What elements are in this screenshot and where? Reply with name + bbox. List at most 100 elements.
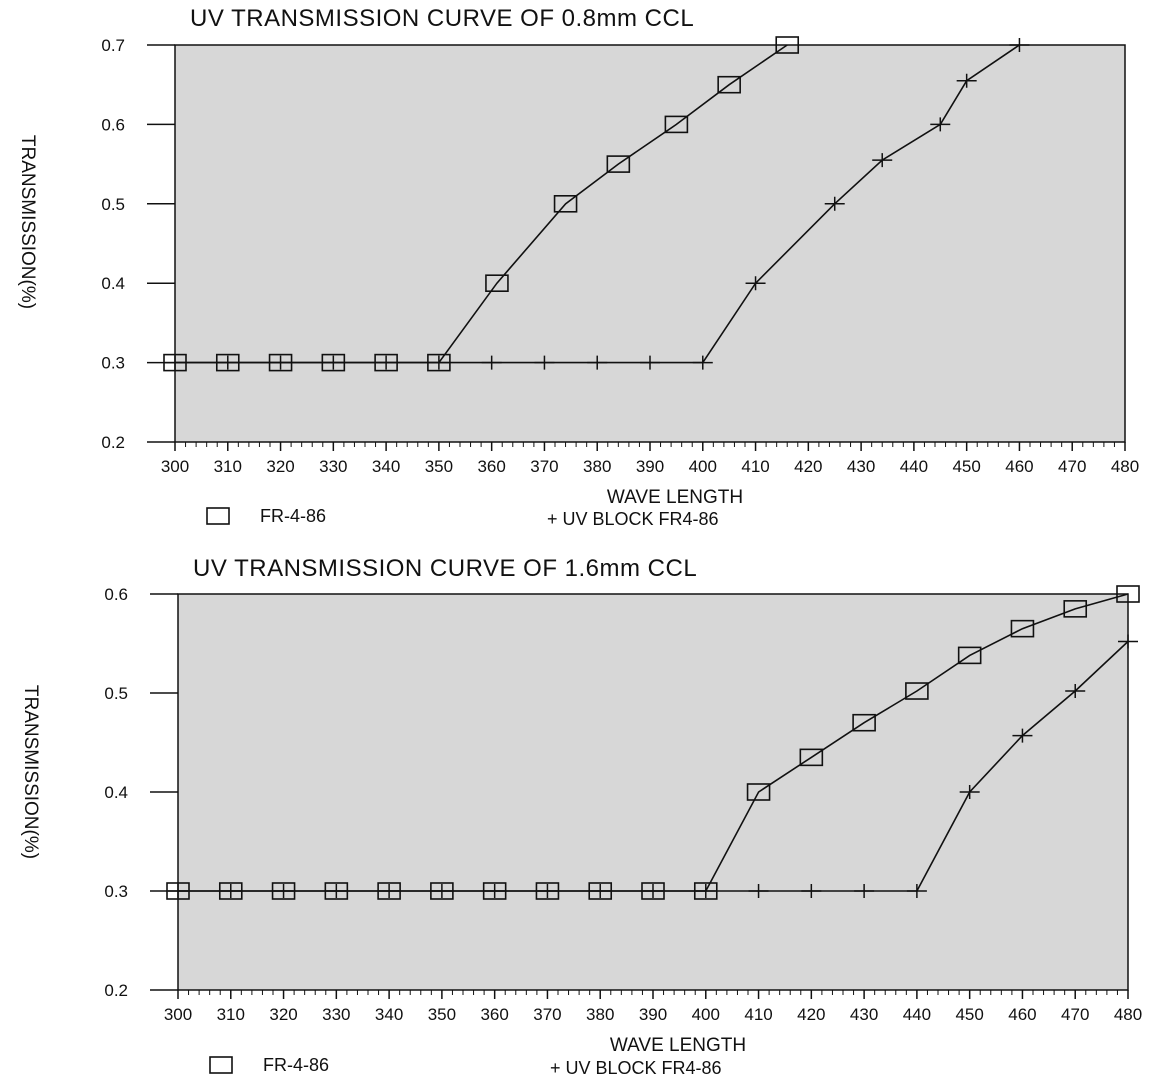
x-tick-label: 330 [319, 457, 347, 476]
x-tick-label: 300 [164, 1005, 192, 1024]
y-axis-label: TRANSMISSION(%) [17, 135, 38, 309]
x-tick-label: 460 [1008, 1005, 1036, 1024]
x-tick-label: 380 [583, 457, 611, 476]
series-uv-block-fr4-86 [165, 38, 1030, 370]
data-point-plus [956, 73, 977, 88]
data-point-square [957, 646, 982, 665]
x-tick-label: 350 [425, 457, 453, 476]
plot-area [174, 44, 1126, 443]
y-tick-label: 0.4 [101, 274, 125, 293]
x-tick-label: 370 [530, 457, 558, 476]
y-tick-label: 0.7 [101, 36, 125, 55]
data-point-plus [1065, 684, 1086, 699]
x-tick-label: 420 [794, 457, 822, 476]
x-tick-label: 390 [636, 457, 664, 476]
data-point-plus [484, 884, 505, 898]
data-point-plus [748, 884, 769, 898]
data-point-plus [428, 355, 449, 370]
x-tick-label: 350 [428, 1005, 456, 1024]
y-tick-label: 0.5 [101, 195, 125, 214]
data-point-square [746, 783, 771, 801]
y-tick-label: 0.2 [101, 433, 125, 452]
x-tick-label: 440 [900, 457, 928, 476]
data-point-plus [376, 355, 397, 370]
x-axis-label: WAVE LENGTH [607, 487, 743, 508]
data-point-plus [217, 355, 238, 370]
chart-2: UV TRANSMISSION CURVE OF 1.6mm CCL 0.2 0.3… [20, 555, 1142, 1078]
data-point-plus [959, 785, 980, 799]
x-tick-label: 320 [266, 457, 294, 476]
legend-label-fr-4-86: FR-4-86 [263, 1055, 329, 1075]
data-point-plus [695, 884, 716, 898]
x-tick-label: 300 [161, 457, 189, 476]
data-point-plus [640, 355, 660, 370]
chart-1: UV TRANSMISSION CURVE OF 0.8mm CCL 0.2 0.3… [17, 5, 1139, 529]
y-tick-label: 0.3 [104, 882, 128, 901]
chart-title: UV TRANSMISSION CURVE OF 1.6mm CCL [193, 555, 697, 582]
data-point-plus [587, 355, 608, 370]
y-tick-label: 0.2 [104, 981, 128, 1000]
legend-label-uv-block: + UV BLOCK FR4-86 [547, 509, 719, 529]
x-tick-label: 400 [689, 457, 717, 476]
data-point-plus [168, 884, 188, 898]
legend: FR-4-86 + UV BLOCK FR4-86 [206, 506, 719, 529]
y-tick-label: 0.3 [101, 354, 125, 373]
data-point-plus [323, 355, 344, 370]
x-tick-label: 410 [741, 457, 769, 476]
series-uv-block-fr4-86 [168, 634, 1138, 898]
x-tick-label: 430 [847, 457, 875, 476]
x-tick-label: 340 [372, 457, 400, 476]
data-point-square [852, 713, 876, 732]
data-point-plus [273, 884, 294, 898]
y-tick-label: 0.6 [101, 115, 125, 134]
data-point-square [775, 36, 800, 54]
data-point-square [606, 155, 631, 173]
data-point-plus [824, 196, 845, 211]
x-tick-label: 320 [269, 1005, 297, 1024]
data-point-plus [1118, 634, 1138, 649]
data-point-plus [326, 884, 347, 898]
x-axis-label: WAVE LENGTH [610, 1035, 746, 1056]
y-axis-label: TRANSMISSION(%) [20, 685, 41, 859]
x-tick-label: 400 [692, 1005, 720, 1024]
x-tick-label: 470 [1058, 457, 1086, 476]
data-point-plus [220, 884, 241, 898]
data-point-plus [906, 884, 927, 898]
plot-area [177, 593, 1129, 991]
y-tick-label: 0.6 [104, 585, 128, 604]
x-tick-label: 430 [850, 1005, 878, 1024]
data-point-square [1010, 619, 1035, 638]
data-point-plus [801, 884, 822, 898]
data-point-plus [692, 355, 713, 370]
data-point-square [553, 195, 578, 213]
chart-title: UV TRANSMISSION CURVE OF 0.8mm CCL [190, 5, 694, 32]
data-point-plus [1009, 38, 1030, 52]
x-tick-label: 310 [214, 457, 242, 476]
data-point-square [717, 75, 741, 94]
data-point-square [1116, 585, 1140, 603]
x-tick-label: 360 [477, 457, 505, 476]
data-point-plus [643, 884, 663, 898]
legend-label-fr-4-86: FR-4-86 [260, 506, 326, 526]
data-point-plus [481, 355, 502, 370]
x-tick-label: 460 [1005, 457, 1033, 476]
x-tick-label: 330 [322, 1005, 350, 1024]
x-tick-label: 370 [533, 1005, 561, 1024]
data-point-plus [270, 355, 291, 370]
data-point-square [664, 115, 689, 134]
y-tick-label: 0.5 [104, 684, 128, 703]
x-tick-label: 450 [955, 1005, 983, 1024]
x-tick-label: 440 [903, 1005, 931, 1024]
legend-square-marker [209, 1056, 233, 1074]
data-point-square [1063, 600, 1088, 618]
data-point-square [905, 682, 929, 700]
x-tick-label: 340 [375, 1005, 403, 1024]
x-tick-label: 450 [952, 457, 980, 476]
data-point-plus [930, 117, 951, 132]
data-point-square [485, 274, 509, 293]
data-point-plus [872, 153, 893, 168]
x-tick-label: 480 [1111, 457, 1139, 476]
data-point-plus [1012, 728, 1033, 743]
x-tick-label: 420 [797, 1005, 825, 1024]
